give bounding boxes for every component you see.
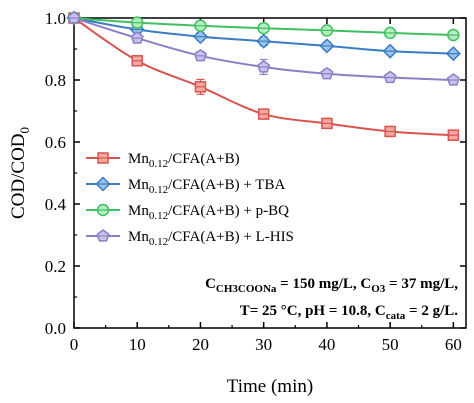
legend-label-rest: /CFA(A+B) + TBA — [168, 177, 285, 193]
x-tick-label: 0 — [70, 335, 79, 354]
legend-label-base: Mn — [128, 177, 149, 193]
legend-label: Mn0.12/CFA(A+B) + p-BQ — [128, 203, 289, 222]
legend-label-base: Mn — [128, 151, 149, 167]
text-run: = 2 g/L. — [405, 303, 458, 319]
legend-entry-2: Mn0.12/CFA(A+B) + p-BQ — [86, 203, 289, 222]
legend-label-sub: 0.12 — [149, 236, 168, 248]
legend-label-rest: /CFA(A+B) + p-BQ — [168, 203, 289, 219]
y-tick-label: 0.6 — [45, 133, 66, 152]
legend-label-sub: 0.12 — [149, 158, 168, 170]
legend-label-sub: 0.12 — [149, 184, 168, 196]
text-run: C — [205, 276, 216, 292]
subscript: cata — [386, 310, 406, 322]
y-tick-label: 0.4 — [45, 195, 67, 214]
conditions-line-2: T= 25 °C, pH = 10.8, Ccata = 2 g/L. — [240, 303, 459, 322]
legend-entry-1: Mn0.12/CFA(A+B) + TBA — [86, 176, 285, 196]
x-tick-label: 50 — [382, 335, 399, 354]
y-tick-label: 1.0 — [45, 9, 66, 28]
legend-label: Mn0.12/CFA(A+B) + L-HIS — [128, 229, 294, 248]
legend-label: Mn0.12/CFA(A+B) + TBA — [128, 177, 285, 196]
conditions-annotation: CCH3COONa = 150 mg/L, CO3 = 37 mg/L, T= 2… — [205, 276, 458, 322]
subscript: O3 — [371, 283, 386, 295]
series-3 — [67, 11, 460, 86]
legend-label-rest: /CFA(A+B) + L-HIS — [168, 229, 294, 245]
x-tick-label: 60 — [445, 335, 462, 354]
y-tick-label: 0.2 — [45, 257, 66, 276]
text-run: = 37 mg/L, — [385, 276, 458, 292]
conditions-line-1: CCH3COONa = 150 mg/L, CO3 = 37 mg/L, — [205, 276, 458, 295]
text-run: T= 25 °C, pH = 10.8, C — [240, 303, 386, 319]
legend-label-sub: 0.12 — [149, 210, 168, 222]
legend-label-base: Mn — [128, 229, 149, 245]
legend-label: Mn0.12/CFA(A+B) — [128, 151, 240, 170]
y-tick-label: 0.0 — [45, 319, 66, 338]
x-tick-label: 40 — [318, 335, 335, 354]
y-tick-label: 0.8 — [45, 71, 66, 90]
y-axis-title-sub: 0 — [17, 127, 32, 134]
y-axis-title: COD/COD0 — [8, 127, 32, 219]
x-tick-label: 20 — [192, 335, 209, 354]
subscript: CH3COONa — [216, 283, 277, 295]
text-run: = 150 mg/L, C — [276, 276, 371, 292]
y-axis: 0.0 0.2 0.4 0.6 0.8 1.0 — [45, 9, 466, 338]
y-axis-title-base: COD/COD — [8, 133, 29, 219]
legend-label-rest: /CFA(A+B) — [168, 151, 240, 167]
legend: Mn0.12/CFA(A+B)Mn0.12/CFA(A+B) + TBAMn0.… — [86, 151, 294, 248]
x-tick-label: 30 — [255, 335, 272, 354]
x-axis: 0 10 20 30 40 50 60 — [70, 18, 462, 354]
legend-label-base: Mn — [128, 203, 149, 219]
x-tick-label: 10 — [129, 335, 146, 354]
legend-entry-0: Mn0.12/CFA(A+B) — [86, 151, 240, 170]
series-layer — [66, 10, 461, 141]
legend-entry-3: Mn0.12/CFA(A+B) + L-HIS — [86, 229, 294, 248]
x-axis-title: Time (min) — [227, 376, 313, 397]
